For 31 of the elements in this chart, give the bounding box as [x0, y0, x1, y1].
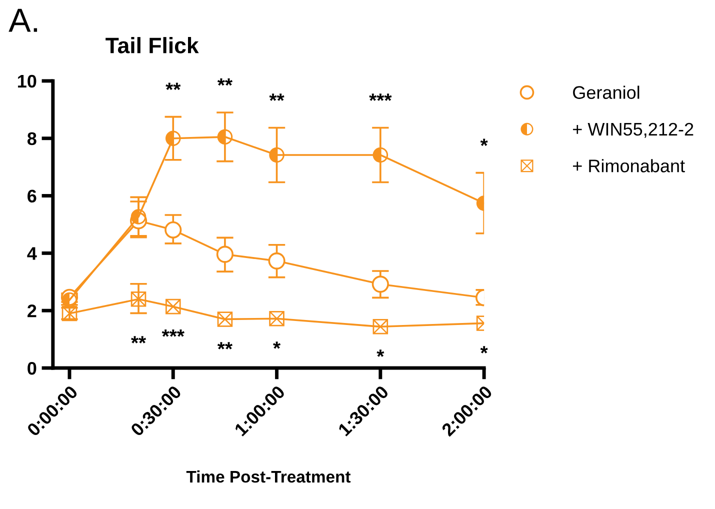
annotation: ** [269, 94, 284, 101]
point [269, 310, 284, 326]
y-tick-label: 0 [28, 362, 36, 375]
annotation: * [376, 350, 384, 357]
y-tick-label: 6 [28, 190, 36, 202]
point [268, 252, 286, 270]
annotation: ** [217, 78, 232, 86]
annotation: ** [217, 342, 232, 350]
x-axis-title: Time Post-Treatment [186, 470, 351, 483]
annotation: *** [369, 94, 392, 101]
annotation: * [480, 138, 488, 146]
y-tick-label: 8 [27, 132, 36, 146]
legend-label: + Rimonabant [573, 159, 685, 172]
point [217, 312, 233, 327]
y-tick-label: 10 [18, 74, 36, 88]
annotation: * [273, 342, 281, 349]
point [165, 298, 181, 314]
legend-label: + WIN55,212-2 [573, 122, 694, 138]
point [164, 221, 182, 238]
y-tick-label: 4 [27, 247, 37, 260]
annotation: * [480, 346, 488, 354]
y-tick-label: 2 [28, 304, 36, 318]
annotation: ** [166, 82, 181, 90]
point [216, 246, 234, 263]
annotation: *** [162, 330, 184, 337]
text: A. [8, 8, 38, 32]
point [372, 276, 389, 293]
legend-label: Geraniol [573, 86, 640, 99]
point [372, 319, 388, 334]
annotation: ** [131, 336, 146, 344]
chart-title: Tail Flick [106, 37, 199, 54]
